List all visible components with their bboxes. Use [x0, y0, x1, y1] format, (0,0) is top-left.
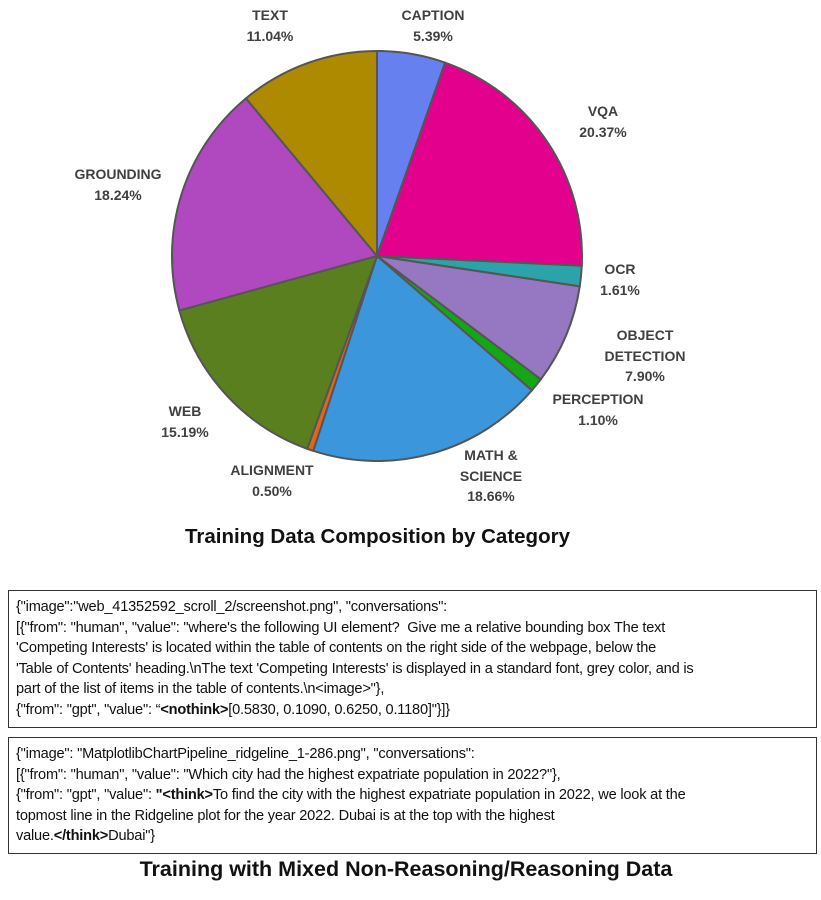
slice-label-name: WEB — [168, 403, 202, 419]
slice-label-value: 15.19% — [161, 423, 209, 440]
slice-label-value: 20.37% — [579, 123, 627, 140]
slice-label-name: DETECTION — [604, 347, 686, 364]
pie-slice-text — [244, 49, 378, 259]
slice-label: CAPTION 5.39% — [402, 5, 465, 46]
non-reasoning-example-box: {"image":"web_41352592_scroll_2/screensh… — [8, 590, 817, 728]
examples-title: Training with Mixed Non-Reasoning/Reason… — [139, 857, 673, 881]
example-line: 'Table of Contents' heading.\nThe text '… — [16, 659, 809, 680]
example-text: {"image":"web_41352592_scroll_2/screensh… — [16, 599, 448, 615]
slice-label-name: ALIGNMENT — [230, 462, 314, 478]
slice-label-value: 5.39% — [413, 27, 453, 44]
example-text: {"image": "MatplotlibChartPipeline_ridge… — [16, 746, 475, 762]
example-text: To find the city with the highest expatr… — [212, 787, 686, 804]
slice-label-name: GROUNDING — [74, 166, 162, 182]
pie-chart — [171, 49, 583, 462]
example-line: 'Competing Interests' is located within … — [16, 638, 809, 659]
slice-label-name: PERCEPTION — [552, 391, 644, 407]
slice-label-name: TEXT — [252, 7, 288, 23]
think-tag: "<think> — [155, 787, 213, 804]
slice-label: PERCEPTION 1.10% — [552, 389, 643, 430]
slice-label: WEB 15.19% — [161, 401, 208, 442]
example-line: {"image":"web_41352592_scroll_2/screensh… — [16, 597, 809, 618]
slice-label: OBJECT DETECTION 7.90% — [605, 325, 686, 387]
slice-label: VQA 20.37% — [579, 101, 626, 142]
think-tag: <nothink> — [160, 701, 229, 718]
example-text: {"from": "gpt", "value": — [16, 787, 156, 804]
example-text: topmost line in the Ridgeline plot for t… — [16, 807, 555, 824]
slice-label-value: 1.10% — [578, 411, 618, 428]
example-text: part of the list of items in the table o… — [16, 681, 385, 698]
slice-label-value: 0.50% — [252, 482, 292, 499]
slice-label-name: CAPTION — [401, 7, 465, 23]
example-line: value.</think>Dubai"} — [16, 826, 809, 847]
example-text: 'Table of Contents' heading.\nThe text '… — [16, 660, 694, 677]
slice-label: ALIGNMENT 0.50% — [230, 460, 313, 501]
example-line: {"from": "gpt", "value": “<nothink>[0.58… — [16, 700, 809, 721]
slice-label: OCR 1.61% — [600, 259, 640, 300]
think-tag: </think> — [53, 828, 109, 845]
chart-title: Training Data Composition by Category — [185, 525, 570, 548]
example-text: value. — [16, 828, 54, 845]
pie-slice-math-science — [312, 254, 534, 462]
example-line: topmost line in the Ridgeline plot for t… — [16, 806, 809, 827]
pie-slice-object-detection — [376, 255, 581, 381]
example-text: {"from": "gpt", "value": “ — [16, 701, 161, 718]
example-line: {"image": "MatplotlibChartPipeline_ridge… — [16, 744, 809, 765]
slice-label-value: 11.04% — [246, 27, 294, 44]
pie-slice-vqa — [375, 61, 583, 267]
example-text: Dubai"} — [108, 828, 155, 845]
pie-slice-web — [178, 254, 379, 451]
slice-label-value: 1.61% — [600, 281, 640, 298]
example-text: [{"from": "human", "value": "Which city … — [16, 766, 561, 783]
slice-label-name: SCIENCE — [459, 467, 523, 484]
slice-label: GROUNDING 18.24% — [74, 164, 161, 205]
example-text: [{"from": "human", "value": "where's the… — [16, 619, 666, 636]
slice-label-name: OCR — [604, 261, 636, 277]
slice-label-value: 18.24% — [94, 186, 142, 203]
slice-label-value: 18.66% — [467, 488, 515, 504]
example-line: [{"from": "human", "value": "Which city … — [16, 765, 809, 786]
example-line: part of the list of items in the table o… — [16, 679, 809, 700]
reasoning-example-box: {"image": "MatplotlibChartPipeline_ridge… — [8, 737, 817, 854]
example-line: [{"from": "human", "value": "where's the… — [16, 618, 809, 639]
slice-label: TEXT 11.04% — [247, 5, 294, 46]
slice-label-name: VQA — [587, 103, 619, 119]
pie-slice-grounding — [171, 96, 379, 312]
slice-label-value: 7.90% — [625, 368, 665, 384]
slice-label-name: MATH & — [464, 447, 518, 463]
example-line: {"from": "gpt", "value": "<think>To find… — [16, 785, 809, 806]
example-text: [0.5830, 0.1090, 0.6250, 0.1180]"}]} — [228, 701, 450, 718]
slice-label: MATH & SCIENCE 18.66% — [460, 445, 522, 507]
example-text: 'Competing Interests' is located within … — [16, 640, 657, 657]
slice-label-name: OBJECT — [616, 327, 674, 343]
